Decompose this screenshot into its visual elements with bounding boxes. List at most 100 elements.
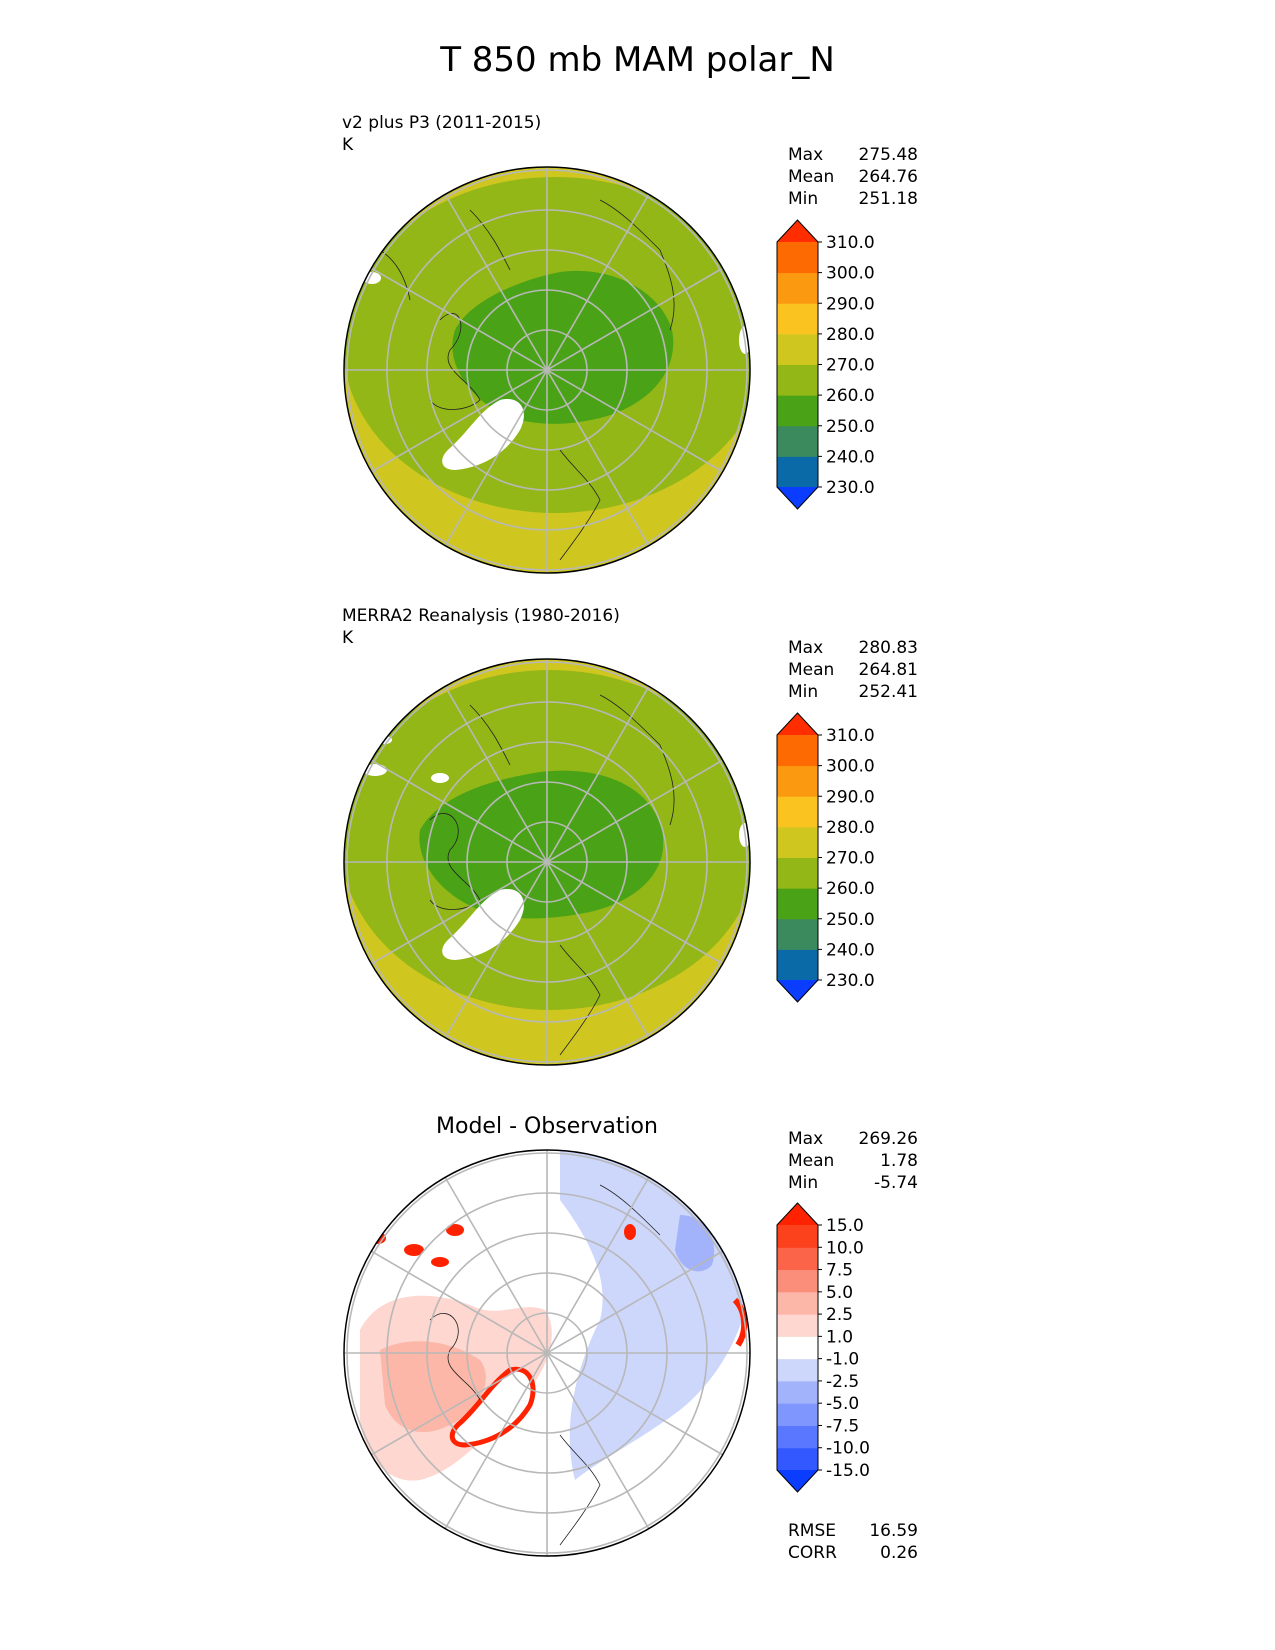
colorbar-bin [777, 425, 818, 457]
colorbar-bin [777, 857, 818, 889]
colorbar-bin [777, 272, 818, 304]
colorbar-extend-min [777, 1470, 818, 1492]
colorbar-tick-label: 240.0 [826, 447, 875, 467]
colorbar-tick-label: 2.5 [826, 1305, 853, 1325]
colorbar-tick-label: 280.0 [826, 818, 875, 838]
colorbar-tick-label: 310.0 [826, 233, 875, 253]
panel-3-stats: Max 269.26 Mean 1.78 Min -5.74 [788, 1128, 918, 1194]
colorbar-tick-label: -1.0 [826, 1350, 859, 1370]
map-1-graticule [344, 167, 750, 573]
colorbar-tick-label: 300.0 [826, 264, 875, 284]
metric-corr: CORR 0.26 [788, 1543, 918, 1563]
map-2-mask-a [363, 764, 387, 776]
map-3-graticule [344, 1150, 750, 1556]
colorbar-bin [777, 1291, 818, 1315]
colorbar-bin [777, 1425, 818, 1449]
colorbar-tick-label: 290.0 [826, 787, 875, 807]
colorbar-bin [777, 888, 818, 920]
colorbar-bin [777, 826, 818, 858]
colorbar-2: 230.0 240.0 250.0 260.0 270.0 280.0 290.0 300.0… [776, 712, 875, 1003]
map-1-field-250-260 [452, 270, 674, 424]
map-2-mask-b [431, 773, 449, 783]
map-3-hotspot-b [404, 1244, 424, 1256]
colorbar-bin [777, 1358, 818, 1382]
colorbar-bin [777, 456, 818, 488]
stat-min: Min 252.41 [788, 682, 918, 702]
map-3-hotspot-e [624, 1224, 636, 1240]
colorbar-tick-label: 250.0 [826, 910, 875, 930]
colorbar-tick-label: 7.5 [826, 1261, 853, 1281]
colorbar-tick-label: 250.0 [826, 417, 875, 437]
colorbar-extend-min [777, 487, 818, 509]
colorbar-tick-label: 230.0 [826, 478, 875, 498]
colorbar-tick-label: 10.0 [826, 1238, 864, 1258]
colorbar-tick-label: 240.0 [826, 940, 875, 960]
map-1 [343, 166, 751, 574]
colorbar-bin [777, 242, 818, 274]
map-3-field-pos-mid [380, 1341, 486, 1433]
colorbar-bin [777, 1269, 818, 1293]
stat-max: Max 280.83 [788, 638, 918, 658]
map-3 [343, 1149, 751, 1557]
colorbar-bin [777, 796, 818, 828]
colorbar-tick-label: 270.0 [826, 849, 875, 869]
colorbar-extend-max [777, 1203, 818, 1225]
colorbar-tick-label: 290.0 [826, 294, 875, 314]
stat-min: Min -5.74 [788, 1173, 918, 1193]
colorbar-bin [777, 395, 818, 427]
colorbar-tick-label: -10.0 [826, 1439, 870, 1459]
colorbar-extend-min [777, 980, 818, 1002]
stat-mean: Mean 264.76 [788, 167, 918, 187]
colorbar-bin [777, 1314, 818, 1337]
figure-title: T 850 mb MAM polar_N [440, 40, 835, 80]
colorbar-bin [777, 949, 818, 981]
metric-rmse: RMSE 16.59 [788, 1521, 918, 1541]
map-2-graticule [344, 659, 750, 1065]
colorbar-bin [777, 1247, 818, 1271]
stat-min: Min 251.18 [788, 189, 918, 209]
colorbar-tick-label: 230.0 [826, 971, 875, 991]
colorbar-extend-max [777, 220, 818, 242]
colorbar-bin [777, 303, 818, 335]
map-2-field-250-260 [419, 770, 664, 919]
colorbar-bin [777, 1380, 818, 1404]
map-3-boundary [343, 1149, 751, 1557]
colorbar-bin [777, 364, 818, 396]
colorbar-bin [777, 1336, 818, 1360]
colorbar-bin [777, 1447, 818, 1471]
colorbar-tick-label: -2.5 [826, 1372, 859, 1392]
map-3-hotspot-d [431, 1257, 449, 1267]
colorbar-bin [777, 1225, 818, 1248]
map-1-greenland-mask [442, 399, 524, 470]
panel-1-units: K [342, 135, 354, 155]
colorbar-extend-max [777, 713, 818, 735]
map-3-greenland-outline [449, 1366, 536, 1448]
colorbar-bin [777, 333, 818, 365]
colorbar-tick-label: 300.0 [826, 757, 875, 777]
panel-2-stats: Max 280.83 Mean 264.81 Min 252.41 [788, 637, 918, 703]
colorbar-tick-label: 5.0 [826, 1283, 853, 1303]
colorbar-tick-label: 15.0 [826, 1216, 864, 1236]
colorbar-tick-label: 1.0 [826, 1327, 853, 1347]
colorbar-tick-label: 310.0 [826, 726, 875, 746]
panel-3-title: Model - Observation [436, 1114, 658, 1139]
map-3-hotspot-c [446, 1224, 464, 1236]
panel-2-units: K [342, 628, 354, 648]
colorbar-tick-label: -5.0 [826, 1394, 859, 1414]
stat-mean: Mean 1.78 [788, 1151, 918, 1171]
panel-1-title: v2 plus P3 (2011-2015) [342, 113, 542, 133]
colorbar-tick-label: 270.0 [826, 356, 875, 376]
colorbar-tick-label: -7.5 [826, 1416, 859, 1436]
colorbar-bin [777, 1403, 818, 1426]
panel-2-title: MERRA2 Reanalysis (1980-2016) [342, 606, 620, 626]
colorbar-tick-label: -15.0 [826, 1461, 870, 1481]
colorbar-bin [777, 918, 818, 950]
map-2 [343, 658, 751, 1066]
panel-1-stats: Max 275.48 Mean 264.76 Min 251.18 [788, 144, 918, 210]
map-1-boundary [343, 166, 751, 574]
colorbar-tick-label: 260.0 [826, 879, 875, 899]
map-2-boundary [343, 658, 751, 1066]
panel-3-metrics: RMSE 16.59 CORR 0.26 [788, 1520, 918, 1564]
stat-max: Max 269.26 [788, 1129, 918, 1149]
